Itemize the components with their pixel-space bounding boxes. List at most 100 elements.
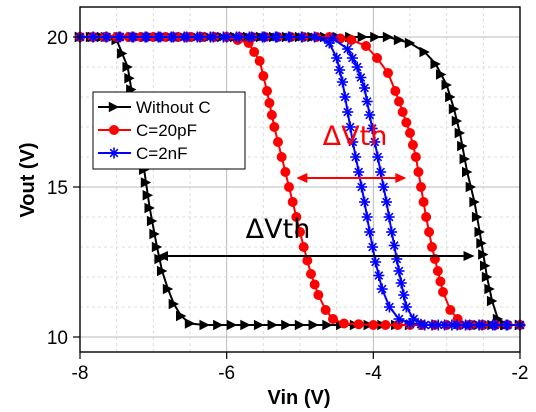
data-point [296, 31, 308, 43]
data-point [474, 226, 485, 238]
data-point [361, 41, 371, 51]
legend-marker [108, 101, 120, 113]
legend-label: C=2nF [136, 144, 188, 163]
data-point [142, 190, 154, 201]
y-axis-label: Vout (V) [17, 142, 39, 217]
data-point [350, 151, 362, 163]
data-point [479, 260, 491, 271]
data-point [139, 31, 151, 43]
data-point [476, 238, 487, 249]
data-point [372, 151, 384, 163]
data-point [240, 319, 251, 331]
data-point [364, 226, 376, 238]
legend-label: Without C [136, 98, 211, 117]
data-point [393, 265, 405, 277]
data-point [395, 277, 407, 289]
data-point [381, 196, 393, 208]
data-point [373, 270, 385, 281]
data-point [457, 140, 468, 152]
data-point [355, 72, 367, 83]
data-point [281, 319, 292, 331]
data-point [344, 121, 356, 133]
data-point [254, 56, 265, 66]
data-point [353, 166, 365, 178]
data-point [386, 226, 398, 238]
data-point [454, 127, 466, 139]
data-point [168, 298, 180, 310]
data-point [346, 35, 357, 45]
data-point [295, 227, 305, 237]
data-point [473, 319, 485, 331]
data-point [383, 211, 395, 223]
data-point [393, 34, 405, 46]
data-point [369, 136, 381, 148]
data-point [462, 166, 473, 178]
series-2 [74, 31, 526, 331]
data-point [146, 215, 158, 227]
data-point [394, 96, 404, 107]
data-point [469, 196, 480, 208]
x-tick-label: -6 [218, 363, 235, 384]
data-point [298, 242, 309, 252]
data-point [149, 228, 160, 240]
data-point [331, 52, 343, 64]
data-point [451, 115, 463, 127]
data-point [356, 181, 368, 193]
legend-marker [108, 147, 120, 159]
annotation-label: ΔVth [323, 121, 388, 152]
data-point [405, 128, 415, 138]
legend-label: C=20pF [136, 121, 197, 140]
data-point [328, 314, 338, 324]
y-tick-label: 15 [47, 178, 68, 199]
data-point [419, 319, 431, 331]
data-point [486, 295, 498, 307]
data-point [287, 197, 298, 207]
data-point [339, 91, 351, 103]
data-point [375, 166, 387, 178]
data-point [342, 106, 354, 118]
data-point [393, 313, 405, 325]
data-point [280, 167, 291, 177]
data-point [401, 117, 412, 128]
data-point [478, 249, 489, 260]
data-point [339, 318, 349, 329]
data-point [347, 136, 359, 148]
data-point [257, 31, 269, 43]
data-point [367, 241, 379, 253]
data-point [152, 31, 164, 43]
data-point [346, 52, 358, 64]
data-point [124, 73, 135, 84]
data-point [270, 31, 282, 43]
data-point [320, 305, 331, 315]
data-point [410, 152, 421, 162]
data-point [378, 181, 390, 193]
data-point [258, 71, 269, 81]
data-point [448, 103, 460, 115]
data-point [327, 33, 339, 44]
data-point [388, 240, 400, 251]
y-tick-label: 20 [47, 28, 68, 49]
data-point [156, 265, 168, 277]
data-point [322, 319, 333, 331]
data-point [266, 110, 277, 120]
data-point [276, 152, 287, 162]
data-point [441, 79, 452, 91]
ticks: -8 -6 -4 -2 10 15 20 [47, 28, 529, 384]
annotations: ΔVth ΔVth [157, 121, 475, 261]
data-point [262, 86, 272, 96]
data-point [217, 31, 229, 43]
data-point [87, 31, 99, 43]
data-point [407, 140, 418, 150]
annotation-arrowhead-right [395, 173, 407, 183]
data-point [337, 76, 349, 88]
data-point [430, 58, 441, 70]
data-point [465, 181, 477, 193]
data-point [253, 319, 265, 331]
data-point [445, 305, 456, 315]
x-tick-label: -4 [365, 363, 382, 384]
data-point [226, 319, 238, 331]
data-point [165, 31, 177, 43]
data-point [383, 68, 393, 78]
data-point [351, 61, 363, 73]
